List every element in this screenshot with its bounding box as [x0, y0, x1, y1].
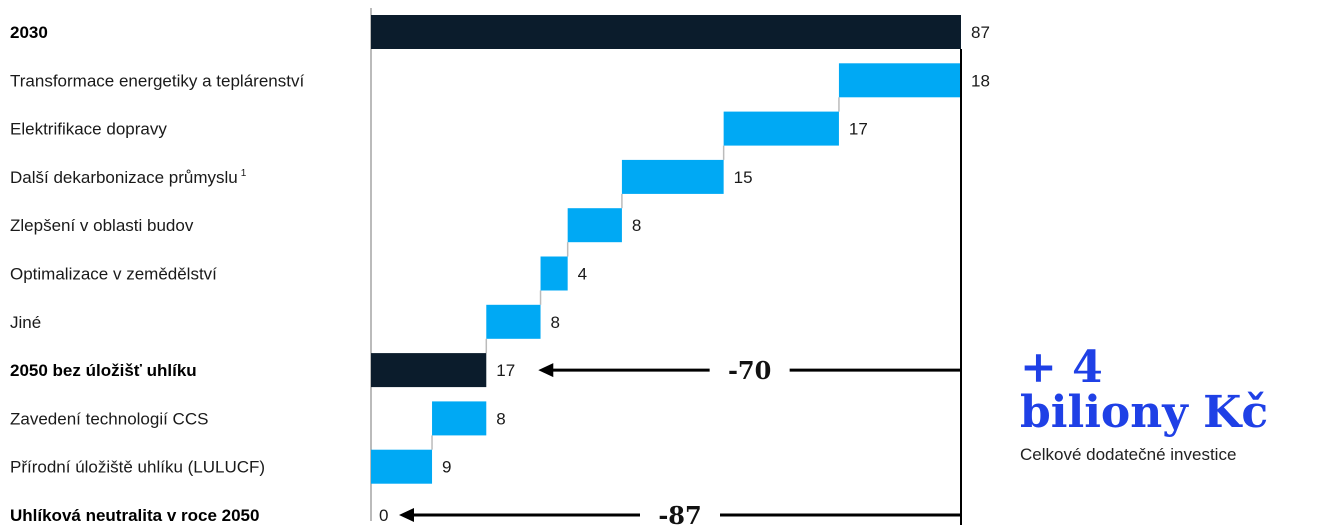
investment-amount-line2: biliony Kč	[1020, 387, 1269, 438]
investment-caption: Celkové dodatečné investice	[1020, 445, 1237, 464]
category-label: Další dekarbonizace průmyslu 1	[10, 168, 247, 187]
data-label: 8	[496, 409, 505, 428]
category-label: 2030	[10, 23, 48, 42]
data-label: 17	[849, 120, 868, 139]
bar	[371, 353, 487, 388]
category-label: Transformace energetiky a teplárenství	[10, 71, 304, 90]
category-label: Elektrifikace dopravy	[10, 120, 167, 139]
bar	[621, 159, 724, 194]
data-label: 8	[551, 313, 560, 332]
difference-label: -70	[728, 356, 771, 385]
bar	[540, 256, 568, 291]
category-label: Uhlíková neutralita v roce 2050	[10, 506, 259, 525]
category-label: Zlepšení v oblasti budov	[10, 216, 194, 235]
data-label: 8	[632, 216, 641, 235]
bar	[432, 401, 487, 436]
category-label: Optimalizace v zemědělství	[10, 265, 217, 284]
data-label: 15	[734, 168, 753, 187]
category-label: Jiné	[10, 313, 41, 332]
bar	[567, 208, 622, 243]
bar	[723, 111, 839, 146]
category-label: Přírodní úložiště uhlíku (LULUCF)	[10, 458, 265, 477]
data-label: 87	[971, 23, 990, 42]
footnote-marker: 1	[241, 168, 247, 179]
data-label: 4	[578, 265, 587, 284]
bar	[371, 15, 961, 49]
difference-label: -87	[658, 501, 701, 525]
difference-label-background	[640, 498, 720, 525]
difference-label-background	[709, 353, 790, 388]
data-label: 18	[971, 71, 990, 90]
investment-summary: + 4 biliony Kč Celkové dodatečné investi…	[1020, 345, 1320, 465]
bar	[371, 449, 433, 484]
investment-amount-line1: + 4	[1020, 342, 1103, 393]
bar	[486, 304, 541, 339]
data-label: 17	[496, 361, 515, 380]
bar	[838, 63, 961, 98]
category-label: Zavedení technologií CCS	[10, 409, 208, 428]
category-label: 2050 bez úložišť uhlíku	[10, 361, 197, 380]
arrowhead	[538, 363, 554, 378]
arrowhead	[399, 508, 414, 522]
data-label: 9	[442, 458, 451, 477]
data-label: 0	[379, 506, 388, 525]
